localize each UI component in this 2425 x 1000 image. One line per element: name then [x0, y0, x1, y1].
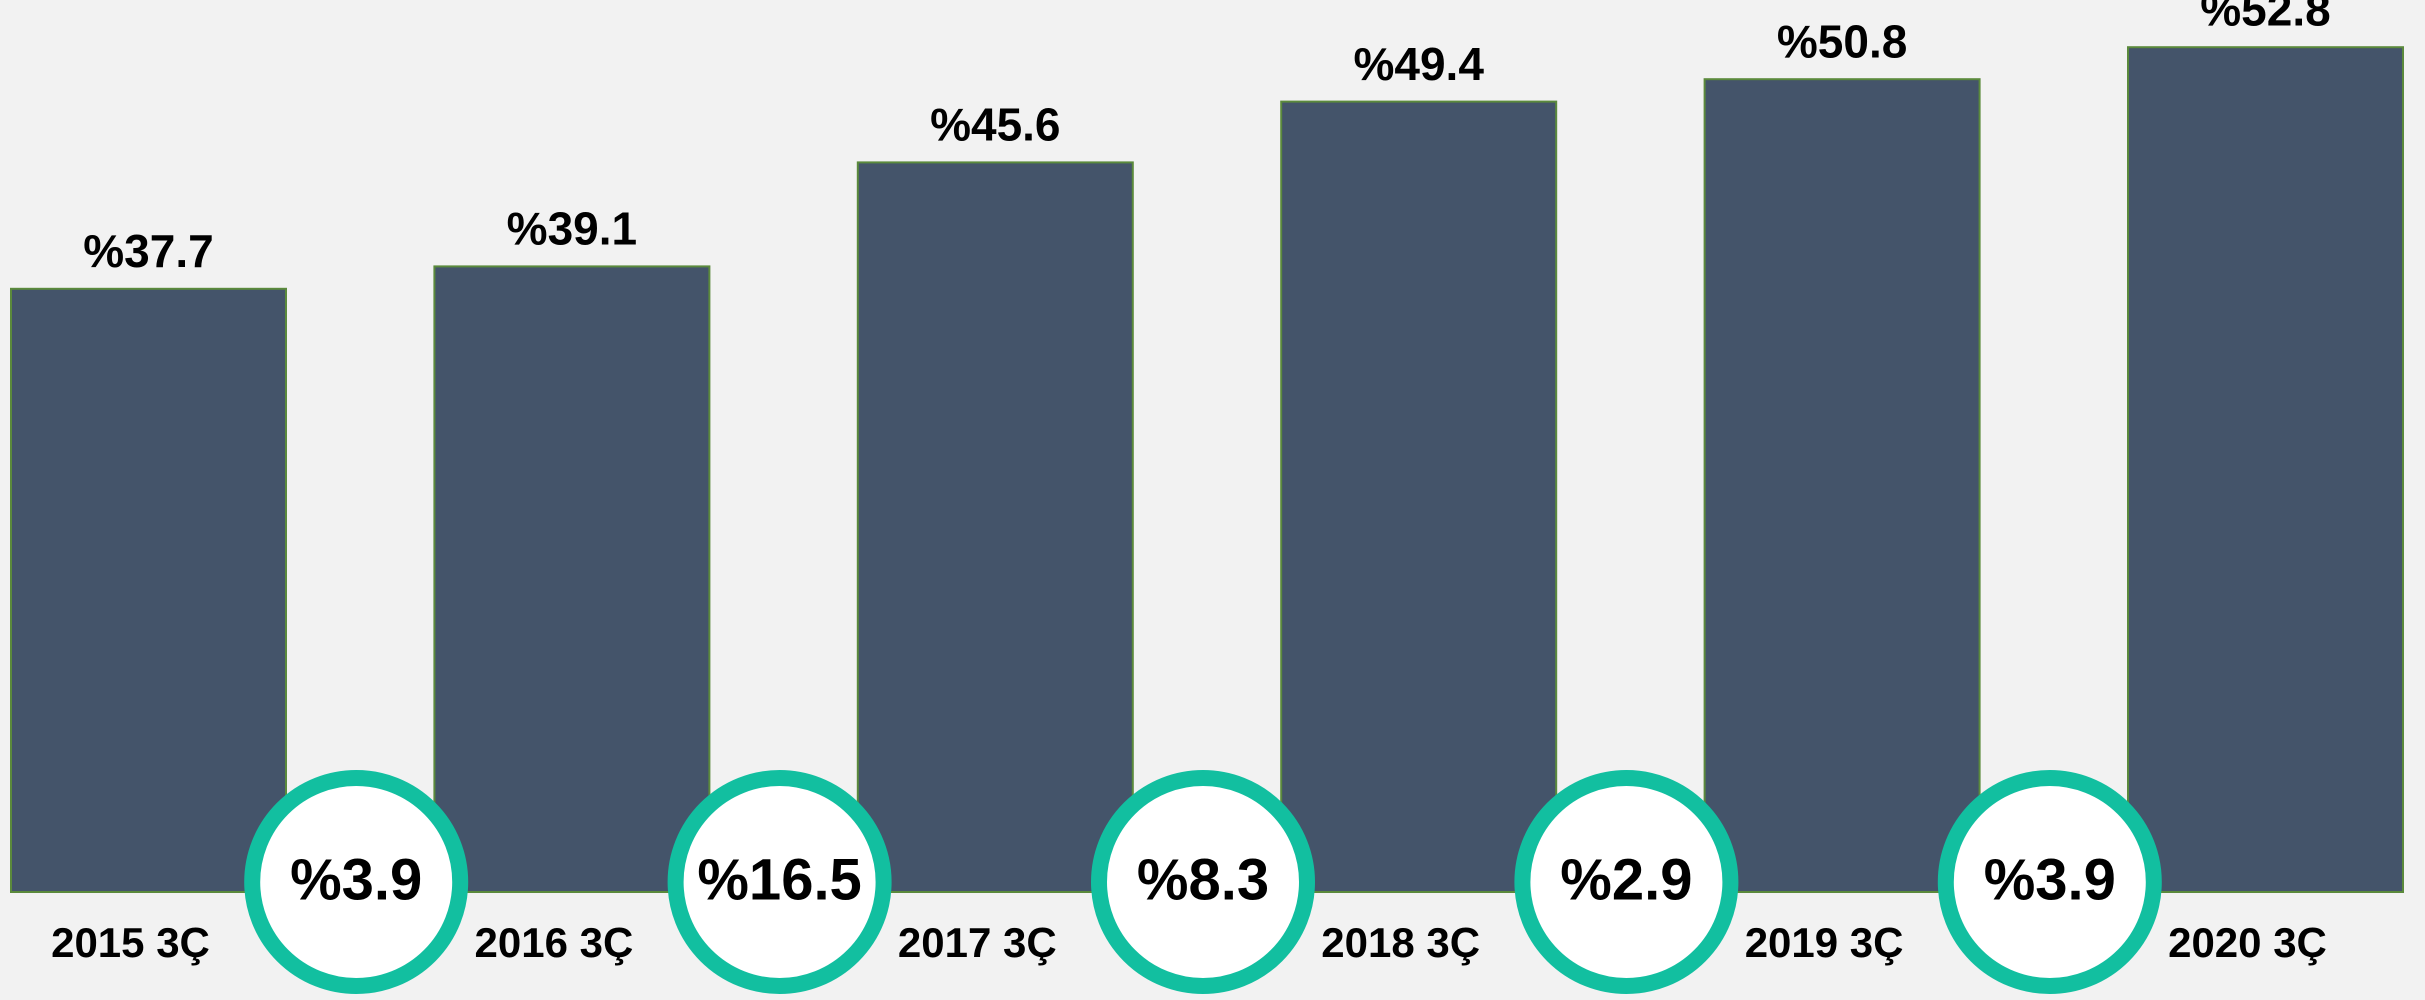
x-tick-label: 2015 3Ç	[51, 919, 210, 966]
x-tick-label: 2018 3Ç	[1321, 919, 1480, 966]
growth-circle	[244, 770, 469, 994]
growth-label: %2.9	[1560, 847, 1692, 912]
growth-circle	[1091, 770, 1315, 994]
growth-label: %16.5	[697, 847, 861, 912]
growth-label: %3.9	[290, 847, 422, 912]
growth-circle	[1937, 770, 2162, 994]
value-label: %52.8	[2200, 0, 2330, 35]
value-label: %45.6	[930, 99, 1060, 151]
value-label: %49.4	[1353, 38, 1484, 90]
bar	[433, 265, 711, 893]
bar	[856, 161, 1134, 893]
x-tick-label: 2020 3Ç	[2168, 919, 2327, 966]
growth-label: %8.3	[1137, 847, 1269, 912]
bar	[1703, 78, 1981, 893]
value-label: %39.1	[507, 203, 637, 255]
growth-label: %3.9	[1984, 847, 2116, 912]
bar	[10, 287, 287, 893]
growth-circle	[1514, 770, 1739, 994]
x-tick-label: 2019 3Ç	[1745, 919, 1904, 966]
growth-circle	[667, 770, 892, 994]
value-label: %50.8	[1777, 15, 1907, 67]
x-tick-label: 2017 3Ç	[898, 919, 1057, 966]
bar	[2127, 46, 2404, 893]
bar	[1280, 100, 1558, 894]
x-tick-label: 2016 3Ç	[475, 919, 634, 966]
value-label: %37.7	[83, 225, 213, 277]
